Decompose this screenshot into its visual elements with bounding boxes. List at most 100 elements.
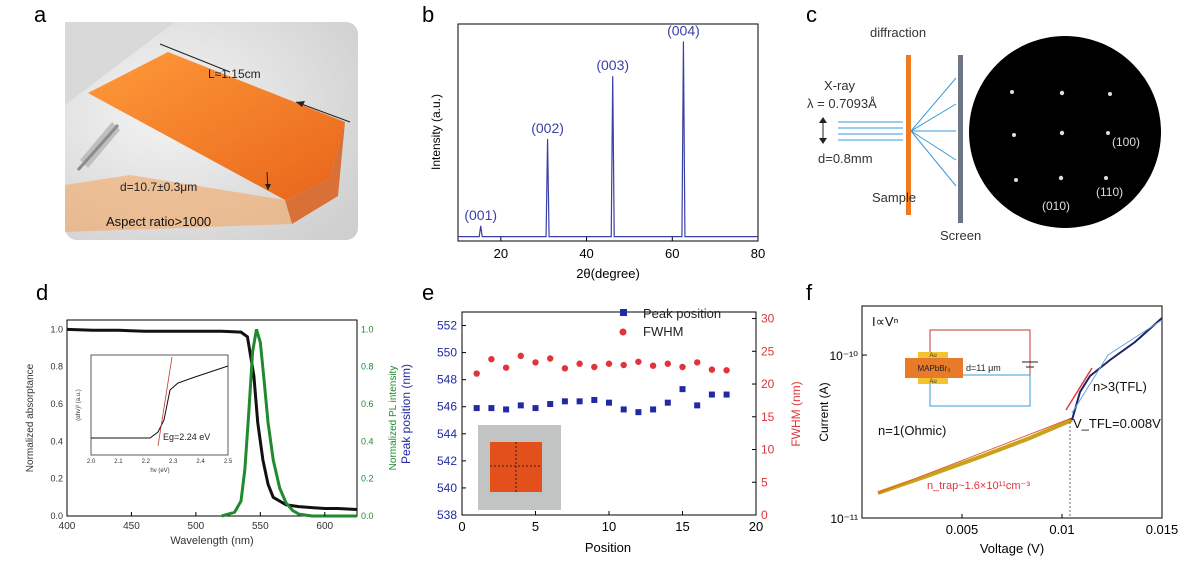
xrd-xlabel: 2θ(degree)	[576, 266, 640, 281]
bottom-electrode	[918, 378, 948, 384]
pl-ylabel: Normalized PL intensity	[388, 366, 399, 471]
tauc-curve	[91, 365, 229, 439]
sclc-chart: 0.005 0.01 0.015 10⁻¹¹ 10⁻¹⁰ n=1(Ohmic) n>3(…	[817, 305, 1179, 556]
e-x-tick-label: 0	[458, 519, 465, 534]
peak-position-point	[620, 406, 627, 413]
fwhm-point	[547, 355, 554, 362]
panel-label-f: f	[806, 280, 813, 305]
peak-position-point	[503, 406, 510, 413]
legend: Peak position FWHM	[619, 306, 721, 339]
peak-fwhm-chart: 0 5 10 15 20 538 540 542 544 546 548 550 552 0 5 10 15 20…	[399, 306, 803, 555]
fwhm-point	[591, 363, 598, 371]
e-yright-tick-label: 10	[761, 443, 775, 457]
eg-label: Eg=2.24 eV	[163, 432, 210, 442]
xrd-peak-label: (004)	[667, 22, 700, 38]
pl-line	[221, 328, 357, 518]
e-yleft-tick-label: 538	[437, 508, 457, 522]
spot-110-label: (110)	[1096, 185, 1123, 199]
fwhm-point	[488, 355, 495, 363]
xrd-x-tick-label: 20	[494, 246, 508, 261]
abs-x-tick-label: 500	[188, 521, 205, 532]
screen-bar	[958, 55, 963, 223]
abs-pl-axes-frame	[66, 319, 358, 517]
pl-y-tick-label: 0.0	[361, 511, 374, 521]
peak-position-point	[664, 399, 671, 406]
inset-xlabel: hν (eV)	[150, 468, 169, 474]
xrd-peak-label: (002)	[531, 120, 564, 136]
spot-010-label: (010)	[1042, 199, 1070, 213]
inset-x-tick-label: 2.1	[114, 459, 123, 465]
peak-position-point	[694, 402, 701, 409]
legend-peak-label: Peak position	[643, 306, 721, 321]
sclc-axes-frame	[861, 305, 1163, 519]
spot-100-label: (100)	[1112, 135, 1140, 149]
pl-y-tick-label: 0.4	[361, 436, 374, 446]
inset-x-tick-label: 2.0	[87, 459, 96, 465]
fwhm-point	[649, 362, 657, 369]
diffraction-label: diffraction	[870, 25, 926, 40]
peak-position-point	[650, 406, 657, 413]
e-yright-tick-label: 5	[761, 475, 768, 489]
abs-x-tick-label: 450	[123, 521, 140, 532]
xrd-x-tick-label: 80	[751, 246, 765, 261]
xray-label: X-ray	[824, 78, 856, 93]
fwhm-point	[502, 364, 510, 371]
f-y-tick-label: 10⁻¹⁰	[830, 349, 859, 363]
panel-c-schematic: diffraction X-ray λ = 0.7093Å d=0.8mm Sa…	[807, 25, 1161, 243]
abs-y-tick-label: 1.0	[50, 324, 63, 334]
legend-fwhm-marker	[619, 328, 627, 336]
inset-x-tick-label: 2.2	[142, 459, 151, 465]
e-yleft-tick-label: 550	[437, 346, 457, 360]
aspect-ratio-label: Aspect ratio>1000	[106, 214, 211, 229]
abs-y-tick-label: 0.0	[50, 511, 63, 521]
fwhm-point	[664, 360, 671, 367]
gap-label: d=11 μm	[966, 363, 1001, 373]
peak-position-point	[723, 391, 730, 398]
inset-x-tick-label: 2.3	[169, 459, 178, 465]
f-x-tick-label: 0.015	[1146, 522, 1179, 537]
diffracted-rays	[910, 77, 957, 187]
flake-thickness-label: d=10.7±0.3μm	[120, 180, 197, 194]
sclc-tfl-data	[1071, 317, 1163, 421]
xrd-peak-label: (001)	[464, 207, 497, 223]
sample-label: Sample	[872, 190, 916, 205]
e-yright-tick-label: 0	[761, 508, 768, 522]
e-yleft-tick-label: 544	[437, 427, 457, 441]
inset-ylabel: (αhν)² (a.u.)	[76, 389, 82, 420]
xrd-peak-label: (003)	[596, 57, 629, 73]
f-x-tick-label: 0.005	[946, 522, 979, 537]
absorption-pl-chart: 400 450 500 550 600 0.0 0.0 0.2 0.2 0.4 0.4 0.6 0.6 0…	[25, 319, 399, 547]
device-inset: I∝Vⁿ MAPbBr₃ Au Au d=11 μm	[872, 314, 1038, 407]
electrode-bottom-label: Au	[929, 379, 936, 385]
legend-peak-marker	[620, 309, 627, 316]
e-x-tick-label: 5	[532, 519, 539, 534]
peak-position-point	[473, 405, 480, 412]
peak-position-point	[488, 405, 495, 412]
abs-x-tick-label: 600	[316, 521, 333, 532]
fwhm-point	[473, 370, 480, 377]
peak-position-point	[561, 398, 568, 405]
e-x-tick-label: 15	[675, 519, 689, 534]
xrd-ylabel: Intensity (a.u.)	[429, 94, 443, 170]
abs-ylabel: Normalized absorptance	[25, 363, 36, 472]
e-yright-tick-label: 20	[761, 377, 775, 391]
inset-x-tick-label: 2.4	[196, 459, 205, 465]
beam-diameter-label: d=0.8mm	[818, 151, 873, 166]
tauc-fit-line	[157, 356, 173, 447]
abs-pl-xlabel: Wavelength (nm)	[170, 535, 253, 547]
e-x-tick-label: 10	[602, 519, 616, 534]
double-arrow-icon	[819, 117, 827, 144]
tfl-label: n>3(TFL)	[1093, 379, 1147, 394]
diffraction-spots	[1010, 90, 1112, 182]
fwhm-point	[561, 365, 569, 372]
f-x-tick-label: 0.01	[1049, 522, 1074, 537]
screen-label: Screen	[940, 228, 981, 243]
power-law-label: I∝Vⁿ	[872, 314, 899, 329]
e-yright-tick-label: 25	[761, 344, 775, 358]
peak-position-point	[532, 405, 539, 412]
peak-position-point	[679, 386, 686, 393]
peak-position-point	[517, 402, 524, 409]
abs-y-tick-label: 0.2	[50, 474, 63, 484]
fwhm-ylabel: FWHM (nm)	[789, 381, 803, 446]
